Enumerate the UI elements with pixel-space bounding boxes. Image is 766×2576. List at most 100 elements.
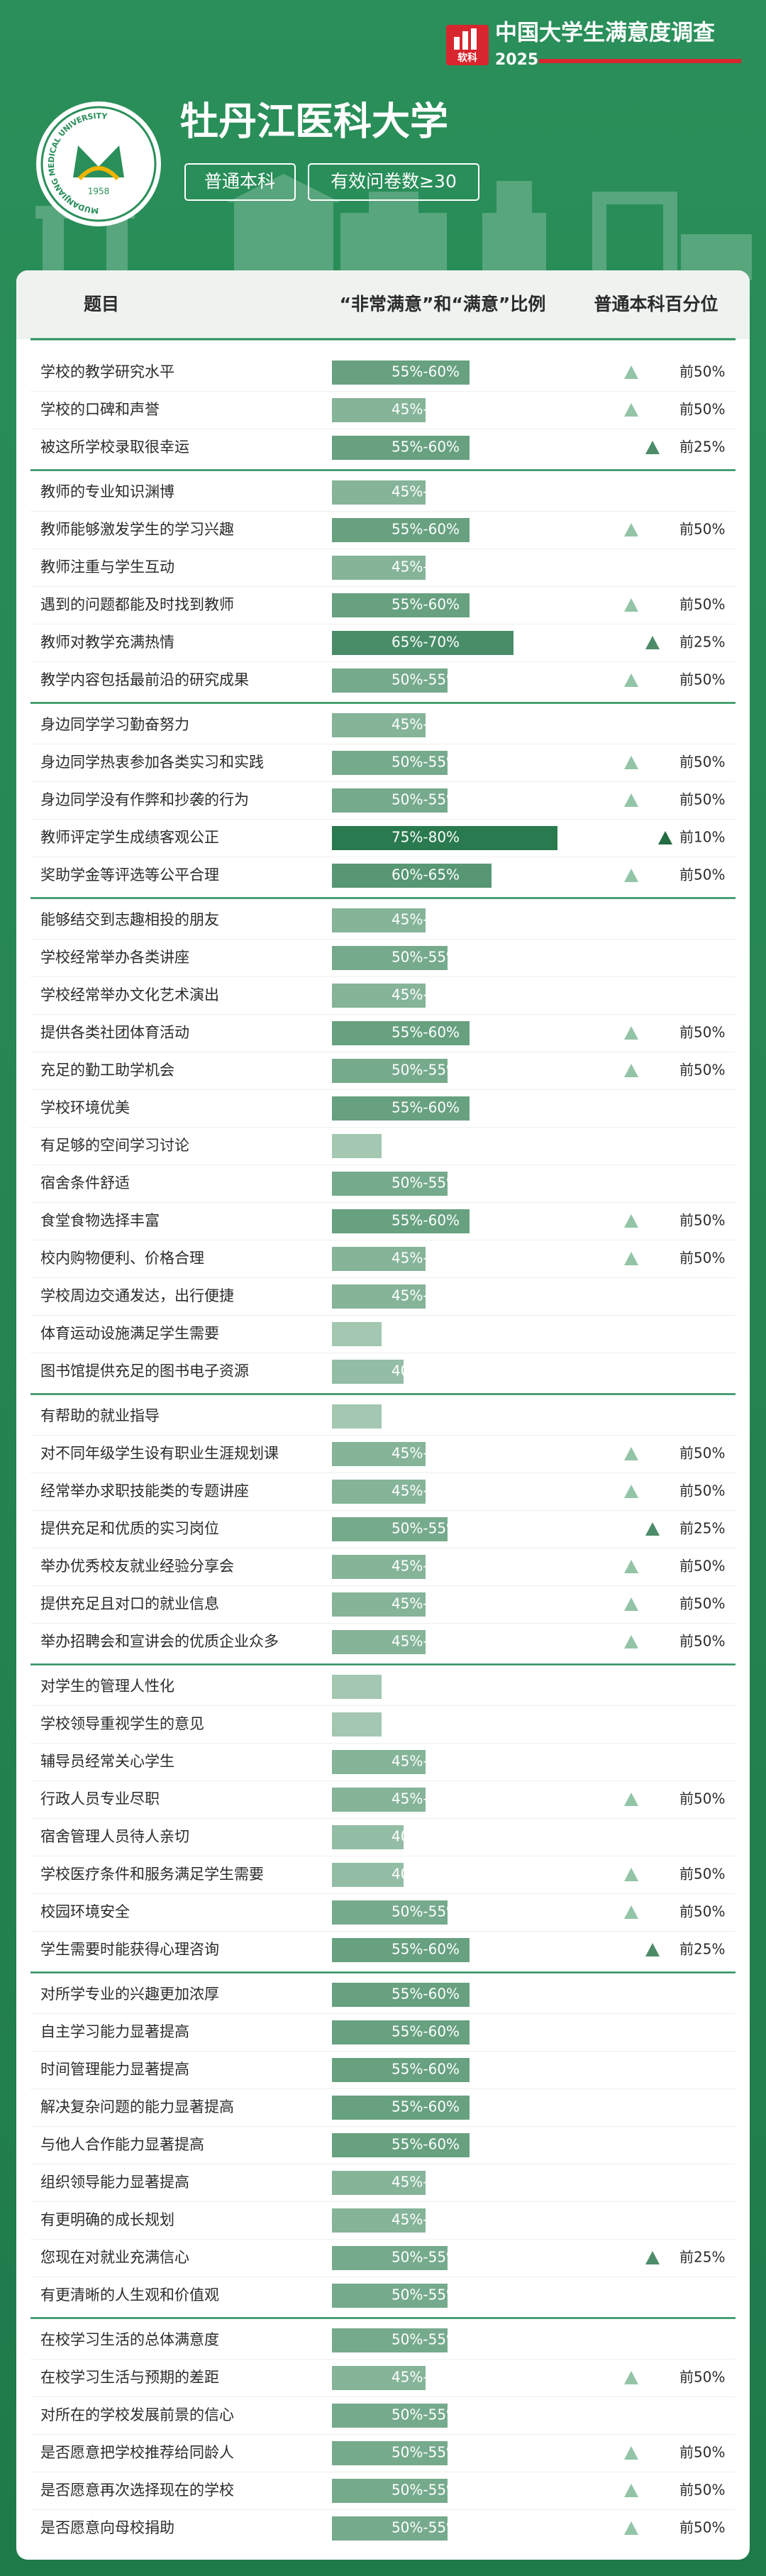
item-label: 体育运动设施满足学生需要	[40, 1325, 219, 1342]
ratio-bar	[332, 984, 426, 1008]
ratio-label: 50%-55%	[392, 791, 460, 808]
ratio-bar	[332, 1983, 470, 2007]
percentile-label: 前25%	[679, 1520, 725, 1537]
percentile-label: 前50%	[679, 596, 725, 613]
item-label: 教师能够激发学生的学习兴趣	[40, 521, 234, 538]
percentile-label: 前25%	[679, 634, 725, 651]
percentile-marker	[645, 441, 660, 454]
ratio-bar	[332, 2096, 470, 2120]
item-label: 自主学习能力显著提高	[40, 2023, 189, 2040]
item-label: 在校学习生活与预期的差距	[40, 2369, 219, 2386]
ratio-label: 60%-65%	[392, 866, 460, 884]
item-label: 被这所学校录取很幸运	[40, 439, 189, 456]
ratio-label: 50%-55%	[392, 1062, 460, 1079]
item-label: 辅导员经常关心学生	[40, 1753, 174, 1770]
item-label: 您现在对就业充满信心	[40, 2249, 189, 2266]
ratio-bar	[332, 436, 470, 460]
item-label: 遇到的问题都能及时找到教师	[40, 596, 234, 613]
percentile-marker	[624, 1252, 638, 1265]
ratio-label: 55%-60%	[392, 2061, 460, 2078]
percentile-marker	[658, 831, 672, 844]
percentile-marker	[624, 756, 638, 769]
ratio-bar	[332, 864, 492, 888]
item-label: 解决复杂问题的能力显著提高	[40, 2098, 234, 2115]
ratio-label: 40%-45%	[392, 1866, 460, 1883]
item-label: 是否愿意向母校捐助	[40, 2519, 174, 2536]
ratio-label: 45%-50%	[392, 1633, 460, 1650]
percentile-marker	[624, 1064, 638, 1077]
ratio-label: 55%-60%	[392, 596, 460, 613]
item-label: 能够结交到志趣相投的朋友	[40, 911, 219, 928]
ratio-bar	[332, 1480, 426, 1504]
ratio-bar	[332, 1863, 404, 1887]
ratio-bar	[332, 1712, 382, 1736]
percentile-marker	[624, 1485, 638, 1498]
ratio-bar	[332, 593, 470, 617]
ratio-bar	[332, 1021, 470, 1045]
ratio-bar	[332, 751, 448, 775]
percentile-marker	[645, 1522, 660, 1536]
ratio-bar	[332, 1284, 426, 1309]
percentile-label: 前50%	[679, 1866, 725, 1883]
ratio-label: 40%-45%	[392, 1363, 460, 1380]
percentile-label: 前50%	[679, 1250, 725, 1267]
ratio-label: 45%-50%	[392, 2174, 460, 2191]
percentile-label: 前50%	[679, 1790, 725, 1807]
ratio-label: 40%-45%	[392, 1828, 460, 1845]
ratio-label: 50%-55%	[392, 2249, 460, 2266]
ratio-label: 50%-55%	[392, 754, 460, 771]
ratio-bar	[332, 1059, 448, 1083]
ratio-label: 50%-55%	[392, 2331, 460, 2348]
ratio-bar	[332, 1517, 448, 1541]
percentile-marker	[645, 636, 660, 649]
ratio-bar	[332, 1360, 404, 1384]
ratio-bar	[332, 2058, 470, 2082]
percentile-label: 前50%	[679, 401, 725, 418]
tag-box	[308, 163, 479, 201]
item-label: 学校周边交通发达，出行便捷	[40, 1287, 234, 1304]
ratio-bar	[332, 668, 448, 693]
item-label: 教学内容包括最前沿的研究成果	[40, 671, 249, 688]
ratio-label: 55%-60%	[392, 521, 460, 538]
ratio-bar	[332, 788, 448, 813]
item-label: 充足的勤工助学机会	[40, 1062, 174, 1079]
ratio-label: 50%-55%	[392, 671, 460, 688]
ratio-label: 50%-55%	[392, 1174, 460, 1191]
brand-year: 2025	[495, 51, 538, 69]
percentile-marker	[624, 365, 638, 379]
item-label: 有帮助的就业指导	[40, 1407, 160, 1424]
percentile-label: 前50%	[679, 521, 725, 538]
ratio-label: 45%-50%	[392, 1753, 460, 1770]
ratio-bar	[332, 2404, 448, 2428]
ratio-bar	[332, 1938, 470, 1962]
item-label: 对所学专业的兴趣更加浓厚	[40, 1986, 219, 2003]
item-label: 学校经常举办文化艺术演出	[40, 986, 219, 1003]
percentile-label: 前50%	[679, 791, 725, 808]
tag: 有效问卷数≥30	[331, 171, 457, 192]
item-label: 学校的教学研究水平	[40, 363, 174, 380]
ratio-bar	[332, 1900, 448, 1925]
percentile-label: 前25%	[679, 1941, 725, 1958]
item-label: 学生需要时能获得心理咨询	[40, 1941, 219, 1958]
item-label: 图书馆提供充足的图书电子资源	[40, 1363, 249, 1380]
ratio-bar	[332, 1404, 382, 1429]
percentile-label: 前25%	[679, 439, 725, 456]
item-label: 经常举办求职技能类的专题讲座	[40, 1482, 249, 1499]
ratio-bar	[332, 1322, 382, 1346]
ratio-label: 45%-50%	[392, 1595, 460, 1612]
item-label: 时间管理能力显著提高	[40, 2061, 189, 2078]
ratio-label: 50%-55%	[392, 2444, 460, 2461]
ratio-label: 55%-60%	[392, 439, 460, 456]
ratio-bar	[332, 946, 448, 970]
percentile-marker	[624, 1447, 638, 1460]
ratio-bar	[332, 826, 557, 850]
seal	[36, 101, 161, 226]
percentile-label: 前50%	[679, 2444, 725, 2461]
column-header: “非常满意”和“满意”比例	[340, 294, 546, 314]
percentile-marker	[624, 1560, 638, 1573]
ratio-bar	[332, 1675, 382, 1699]
ratio-label: 45%-50%	[392, 1790, 460, 1807]
ratio-label: 45%-50%	[392, 558, 460, 576]
item-label: 有足够的空间学习讨论	[40, 1137, 189, 1154]
ratio-bar	[332, 2328, 448, 2352]
